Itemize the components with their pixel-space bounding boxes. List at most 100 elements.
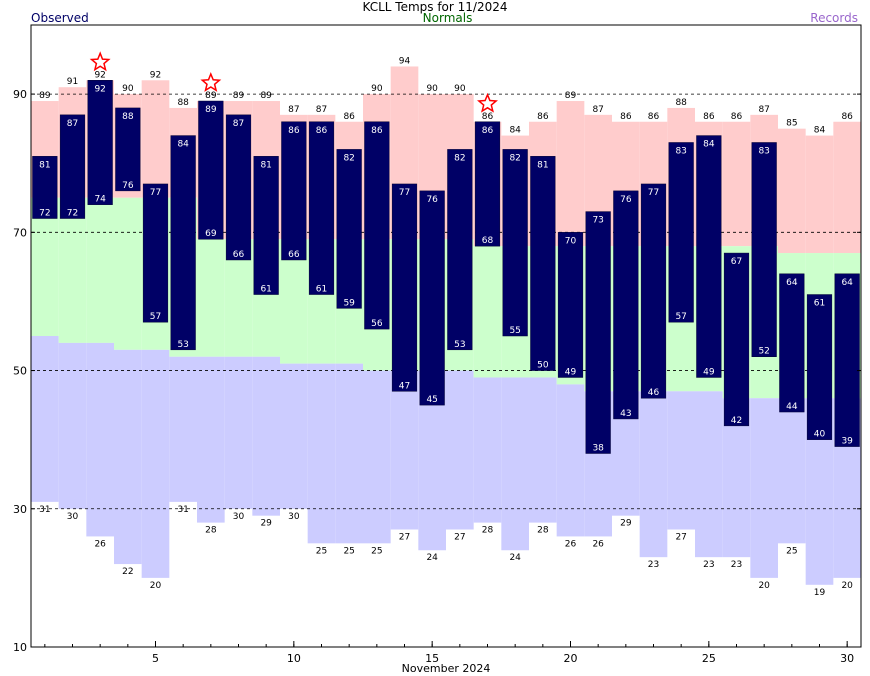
record-low-label: 28	[205, 526, 217, 536]
record-low-band	[86, 342, 114, 537]
observed-low-label: 44	[786, 402, 798, 412]
record-low-band	[141, 349, 170, 578]
observed-high-label: 92	[94, 84, 105, 94]
record-low-band	[446, 370, 474, 530]
observed-bar	[87, 80, 113, 205]
legend-observed: Observed	[31, 11, 89, 25]
observed-bar	[336, 149, 362, 309]
record-low-band	[307, 363, 336, 544]
observed-low-label: 56	[371, 319, 383, 329]
record-low-band	[114, 349, 142, 565]
record-high-label: 88	[177, 98, 189, 108]
record-low-label: 20	[841, 581, 853, 591]
observed-low-label: 49	[703, 367, 715, 377]
record-high-label: 86	[482, 112, 494, 122]
record-high-label: 90	[426, 84, 438, 94]
record-high-band	[722, 121, 751, 247]
observed-low-label: 38	[592, 443, 604, 453]
observed-bar	[142, 183, 169, 323]
observed-low-label: 42	[731, 416, 742, 426]
observed-bar	[834, 273, 860, 447]
observed-bar	[281, 121, 307, 261]
observed-low-label: 46	[648, 388, 660, 398]
record-star-icon	[477, 92, 498, 113]
observed-low-label: 52	[758, 347, 769, 357]
observed-high-label: 76	[620, 195, 632, 205]
record-low-label: 26	[565, 539, 577, 549]
x-tick-label: 25	[702, 652, 716, 665]
observed-high-label: 87	[67, 119, 78, 129]
record-low-label: 26	[592, 539, 604, 549]
observed-high-label: 82	[343, 153, 354, 163]
record-high-label: 86	[537, 112, 549, 122]
record-high-label: 84	[814, 126, 826, 136]
record-low-label: 24	[509, 553, 521, 563]
observed-high-label: 64	[841, 278, 853, 288]
observed-high-label: 83	[758, 146, 769, 156]
record-low-band	[639, 391, 668, 558]
observed-high-label: 82	[509, 153, 520, 163]
observed-low-label: 50	[537, 361, 549, 371]
record-low-band	[58, 342, 87, 509]
record-low-label: 27	[675, 533, 686, 543]
x-tick-label: 10	[287, 652, 301, 665]
record-low-label: 25	[786, 546, 797, 556]
record-low-label: 25	[316, 546, 327, 556]
record-low-band	[556, 384, 585, 537]
record-low-band	[335, 363, 363, 544]
record-low-label: 23	[731, 560, 742, 570]
y-tick-label: 30	[13, 503, 27, 516]
record-low-band	[197, 356, 225, 523]
normal-band	[473, 246, 502, 378]
record-low-label: 26	[94, 539, 106, 549]
observed-low-label: 45	[426, 395, 437, 405]
observed-bar	[668, 142, 694, 323]
observed-bar	[585, 211, 611, 454]
record-high-label: 84	[509, 126, 521, 136]
record-low-band	[667, 391, 695, 530]
observed-high-label: 84	[177, 140, 189, 150]
record-high-label: 88	[675, 98, 687, 108]
record-high-label: 89	[39, 91, 51, 101]
observed-low-label: 39	[841, 437, 853, 447]
x-tick-label: 5	[152, 652, 159, 665]
record-low-label: 30	[233, 512, 245, 522]
record-low-label: 20	[150, 581, 162, 591]
record-low-label: 23	[703, 560, 714, 570]
observed-bar	[530, 156, 556, 371]
record-high-label: 85	[786, 119, 797, 129]
record-high-label: 90	[122, 84, 134, 94]
observed-bar	[723, 252, 750, 427]
normal-band	[58, 197, 87, 343]
observed-bar	[364, 121, 390, 330]
observed-high-label: 86	[482, 126, 494, 136]
record-low-label: 30	[288, 512, 300, 522]
record-low-label: 23	[648, 560, 659, 570]
legend-normals: Normals	[422, 11, 473, 25]
observed-high-label: 86	[316, 126, 328, 136]
observed-high-label: 81	[39, 160, 50, 170]
observed-high-label: 81	[260, 160, 271, 170]
record-low-label: 27	[454, 533, 465, 543]
record-low-band	[252, 356, 280, 516]
observed-bar	[613, 190, 639, 420]
record-low-label: 25	[371, 546, 382, 556]
normal-band	[197, 239, 225, 357]
record-low-label: 19	[814, 588, 826, 598]
observed-low-label: 57	[675, 312, 686, 322]
observed-low-label: 69	[205, 229, 217, 239]
record-low-label: 24	[426, 553, 438, 563]
legend-records: Records	[810, 11, 858, 25]
record-high-label: 86	[343, 112, 355, 122]
plot-frame	[30, 24, 862, 648]
record-low-label: 29	[620, 519, 632, 529]
observed-high-label: 86	[288, 126, 300, 136]
record-low-band	[695, 391, 723, 558]
observed-bar	[59, 114, 86, 219]
record-high-label: 87	[758, 105, 769, 115]
record-high-label: 90	[371, 84, 383, 94]
y-tick-label: 90	[13, 88, 27, 101]
y-tick-label: 50	[13, 365, 27, 378]
record-low-label: 31	[39, 505, 50, 515]
